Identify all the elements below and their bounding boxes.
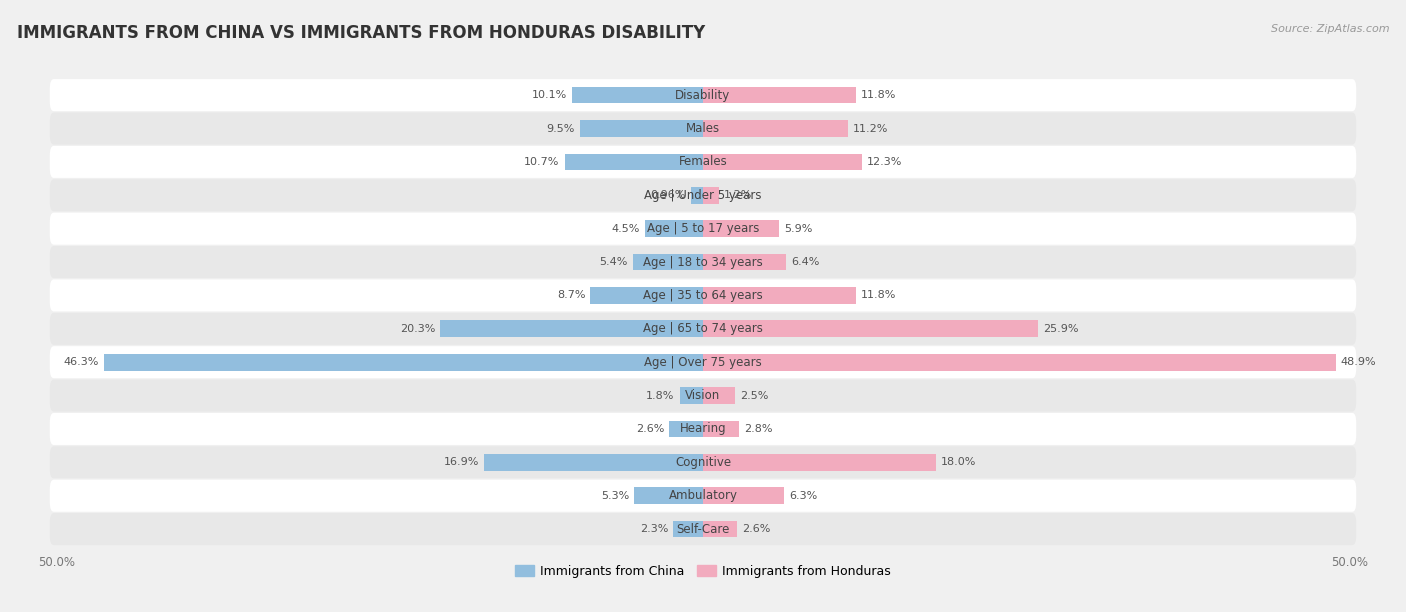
FancyBboxPatch shape [49,113,1357,144]
Text: 5.3%: 5.3% [600,491,630,501]
Text: Age | 65 to 74 years: Age | 65 to 74 years [643,323,763,335]
FancyBboxPatch shape [49,346,1357,378]
Text: 5.9%: 5.9% [785,223,813,234]
Text: 20.3%: 20.3% [399,324,436,334]
Text: 8.7%: 8.7% [557,291,585,300]
Text: 5.4%: 5.4% [599,257,628,267]
Text: 10.7%: 10.7% [524,157,560,167]
Text: 1.2%: 1.2% [724,190,752,200]
Bar [673,521,703,537]
Bar [703,387,735,404]
Bar [440,321,703,337]
Bar [703,354,1336,370]
Bar [703,321,1038,337]
Text: 48.9%: 48.9% [1341,357,1376,367]
Text: 2.5%: 2.5% [741,390,769,401]
Text: Age | Under 5 years: Age | Under 5 years [644,188,762,202]
Bar [703,87,856,103]
Bar [703,487,785,504]
Text: IMMIGRANTS FROM CHINA VS IMMIGRANTS FROM HONDURAS DISABILITY: IMMIGRANTS FROM CHINA VS IMMIGRANTS FROM… [17,24,706,42]
Text: 2.3%: 2.3% [640,524,668,534]
Text: 0.96%: 0.96% [650,190,685,200]
FancyBboxPatch shape [49,212,1357,245]
Text: Ambulatory: Ambulatory [668,489,738,502]
Bar [634,487,703,504]
Text: Self-Care: Self-Care [676,523,730,536]
Text: 18.0%: 18.0% [941,457,976,468]
FancyBboxPatch shape [49,379,1357,412]
Bar [703,287,856,304]
FancyBboxPatch shape [49,146,1357,178]
FancyBboxPatch shape [49,79,1357,111]
FancyBboxPatch shape [49,313,1357,345]
FancyBboxPatch shape [49,413,1357,445]
Bar [703,454,936,471]
Bar [104,354,703,370]
Text: 2.8%: 2.8% [744,424,773,434]
Bar [679,387,703,404]
Text: 4.5%: 4.5% [612,223,640,234]
Bar [572,87,703,103]
Text: 11.8%: 11.8% [860,291,896,300]
Text: 1.8%: 1.8% [647,390,675,401]
Bar [645,220,703,237]
Text: 10.1%: 10.1% [531,90,567,100]
FancyBboxPatch shape [49,513,1357,545]
Text: 46.3%: 46.3% [63,357,98,367]
FancyBboxPatch shape [49,280,1357,312]
Text: Age | 35 to 64 years: Age | 35 to 64 years [643,289,763,302]
Text: Age | Over 75 years: Age | Over 75 years [644,356,762,368]
Text: Age | 18 to 34 years: Age | 18 to 34 years [643,256,763,269]
Bar [565,154,703,170]
Text: 6.4%: 6.4% [792,257,820,267]
Text: 11.2%: 11.2% [853,124,889,133]
Text: 25.9%: 25.9% [1043,324,1078,334]
Bar [703,254,786,271]
Bar [591,287,703,304]
Bar [690,187,703,204]
Text: Females: Females [679,155,727,168]
Text: Hearing: Hearing [679,422,727,436]
FancyBboxPatch shape [49,179,1357,211]
FancyBboxPatch shape [49,480,1357,512]
Bar [703,154,862,170]
Text: Vision: Vision [685,389,721,402]
Bar [703,220,779,237]
Text: Cognitive: Cognitive [675,456,731,469]
Bar [703,420,740,438]
Bar [703,187,718,204]
Text: Males: Males [686,122,720,135]
FancyBboxPatch shape [49,446,1357,479]
Bar [703,120,848,137]
Text: Source: ZipAtlas.com: Source: ZipAtlas.com [1271,24,1389,34]
Bar [669,420,703,438]
Text: 11.8%: 11.8% [860,90,896,100]
Bar [485,454,703,471]
Bar [581,120,703,137]
Text: 2.6%: 2.6% [636,424,664,434]
Bar [703,521,737,537]
Text: 2.6%: 2.6% [742,524,770,534]
FancyBboxPatch shape [49,246,1357,278]
Text: 12.3%: 12.3% [868,157,903,167]
Legend: Immigrants from China, Immigrants from Honduras: Immigrants from China, Immigrants from H… [510,560,896,583]
Text: Disability: Disability [675,89,731,102]
Bar [633,254,703,271]
Text: 16.9%: 16.9% [444,457,479,468]
Text: 9.5%: 9.5% [547,124,575,133]
Text: Age | 5 to 17 years: Age | 5 to 17 years [647,222,759,235]
Text: 6.3%: 6.3% [790,491,818,501]
